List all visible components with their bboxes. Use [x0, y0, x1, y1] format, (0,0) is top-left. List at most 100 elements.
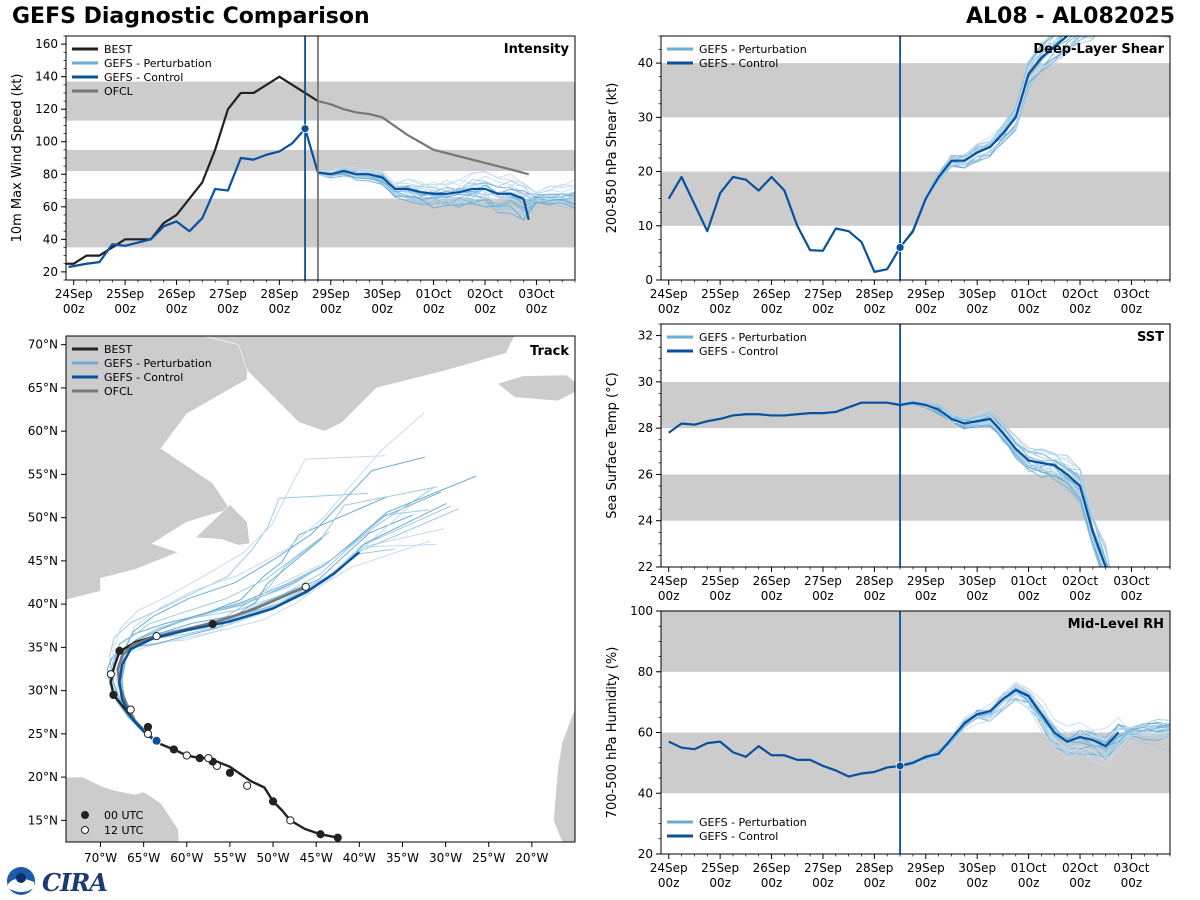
intensity-ytick-label: 60 [43, 200, 58, 214]
track-ofcl-point [143, 729, 153, 738]
sst-perturbation-member [899, 402, 1108, 567]
intensity-xtick-sublabel: 00z [63, 302, 85, 316]
intensity-ytick-label: 160 [35, 37, 58, 51]
track-legend2-label: 00 UTC [104, 809, 144, 822]
track-xtick-label: 70°W [84, 851, 117, 865]
intensity-xtick-label: 02Oct [467, 287, 503, 301]
shear-series-gefs-control [667, 36, 1069, 273]
rh-xtick-sublabel: 00z [1069, 876, 1091, 890]
sst-xtick-sublabel: 00z [1121, 589, 1143, 603]
track-perturbation-member [118, 506, 410, 742]
rh-xtick-label: 26Sep [753, 861, 791, 875]
track-best-point [106, 670, 115, 679]
sst-band-0 [661, 474, 1170, 521]
north-america-land [66, 336, 248, 601]
track-legend-label: GEFS - Control [104, 371, 183, 384]
sst-xtick-label: 29Sep [907, 574, 945, 588]
track-map-area [66, 336, 575, 842]
track-xtick-label: 60°W [170, 851, 203, 865]
intensity-perturbation-member [304, 127, 575, 201]
track-best-point [333, 833, 342, 842]
track-legend2-label: 12 UTC [104, 824, 144, 837]
track-ytick-label: 55°N [28, 467, 58, 481]
rh-panel-title: Mid-Level RH [1068, 617, 1164, 632]
greenland-land [203, 336, 515, 432]
noaa-logo-icon [7, 867, 35, 895]
rh-band-1 [661, 611, 1170, 672]
sst-xtick-label: 03Oct [1113, 574, 1149, 588]
intensity-xtick-label: 30Sep [363, 287, 401, 301]
rh-legend-label: GEFS - Perturbation [699, 816, 807, 829]
shear-xtick-sublabel: 00z [812, 302, 834, 316]
rh-ylabel: 700-500 hPa Humidity (%) [605, 647, 620, 819]
intensity-legend-label: GEFS - Control [104, 71, 183, 84]
intensity-init-point [300, 124, 310, 134]
rh-xtick-sublabel: 00z [709, 876, 731, 890]
intensity-xtick-sublabel: 00z [526, 302, 548, 316]
sst-ytick-label: 32 [638, 329, 653, 343]
storm-id-title: AL08 - AL082025 [966, 4, 1175, 29]
track-best-point [204, 753, 213, 763]
rh-xtick-label: 29Sep [907, 861, 945, 875]
sst-xtick-sublabel: 00z [1018, 589, 1040, 603]
sst-legend-label: GEFS - Perturbation [699, 331, 807, 344]
sst-xtick-label: 01Oct [1011, 574, 1047, 588]
track-best-point [143, 722, 153, 732]
intensity-ytick-label: 100 [35, 135, 58, 149]
shear-ytick-label: 40 [638, 56, 653, 70]
sst-ytick-label: 30 [638, 375, 653, 389]
sst-xtick-label: 24Sep [650, 574, 688, 588]
shear-xtick-sublabel: 00z [709, 302, 731, 316]
panel-rh: 2040608010024Sep00z25Sep00z26Sep00z27Sep… [605, 604, 1171, 890]
track-perturbation-member [119, 548, 395, 742]
rh-xtick-sublabel: 00z [761, 876, 783, 890]
rh-xtick-sublabel: 00z [812, 876, 834, 890]
track-perturbation-member [118, 543, 437, 742]
intensity-xtick-sublabel: 00z [217, 302, 239, 316]
sst-xtick-sublabel: 00z [812, 589, 834, 603]
rh-xtick-label: 02Oct [1062, 861, 1098, 875]
intensity-perturbation-member [304, 128, 575, 209]
sst-panel-title: SST [1137, 330, 1164, 345]
sst-ytick-label: 26 [638, 467, 653, 481]
intensity-ylabel: 10m Max Wind Speed (kt) [10, 74, 25, 243]
intensity-series-ofcl [317, 100, 530, 176]
intensity-xtick-sublabel: 00z [423, 302, 445, 316]
intensity-band-1 [66, 149, 575, 172]
intensity-xtick-label: 26Sep [158, 287, 196, 301]
shear-xtick-label: 27Sep [804, 287, 842, 301]
intensity-xtick-label: 28Sep [260, 287, 298, 301]
intensity-xtick-label: 01Oct [416, 287, 452, 301]
shear-legend-label: GEFS - Control [699, 57, 778, 70]
shear-xtick-label: 02Oct [1062, 287, 1098, 301]
rh-xtick-sublabel: 00z [1018, 876, 1040, 890]
sst-xtick-label: 26Sep [753, 574, 791, 588]
rh-xtick-sublabel: 00z [658, 876, 680, 890]
rh-xtick-sublabel: 00z [966, 876, 988, 890]
legend-12utc-marker [81, 826, 89, 834]
europe-land [574, 577, 575, 640]
track-best-point [286, 816, 295, 825]
shear-xtick-sublabel: 00z [864, 302, 886, 316]
intensity-perturbation-member [304, 128, 575, 222]
track-xtick-label: 35°W [386, 851, 419, 865]
track-frame [65, 335, 576, 843]
track-xtick-label: 40°W [343, 851, 376, 865]
rh-ytick-label: 100 [630, 604, 653, 618]
intensity-xtick-sublabel: 00z [269, 302, 291, 316]
track-best-point [208, 619, 217, 629]
sst-xtick-label: 25Sep [701, 574, 739, 588]
sst-xtick-sublabel: 00z [966, 589, 988, 603]
cira-logo: CIRA [6, 866, 108, 897]
track-best-point [225, 768, 235, 777]
intensity-perturbation-member [304, 128, 575, 204]
sst-ytick-label: 22 [638, 560, 653, 574]
intensity-legend-label: BEST [104, 43, 132, 56]
panel-track: 15°N 20°N 25°N 30°N 35°N 40°N 45°N 50°N 55°N 60°N… [28, 335, 576, 865]
sst-xtick-sublabel: 00z [864, 589, 886, 603]
panel-sst: 22242628303224Sep00z25Sep00z26Sep00z27Se… [605, 323, 1171, 603]
rh-ytick-label: 60 [638, 726, 653, 740]
intensity-ytick-label: 20 [43, 265, 58, 279]
sst-ytick-label: 24 [638, 514, 653, 528]
